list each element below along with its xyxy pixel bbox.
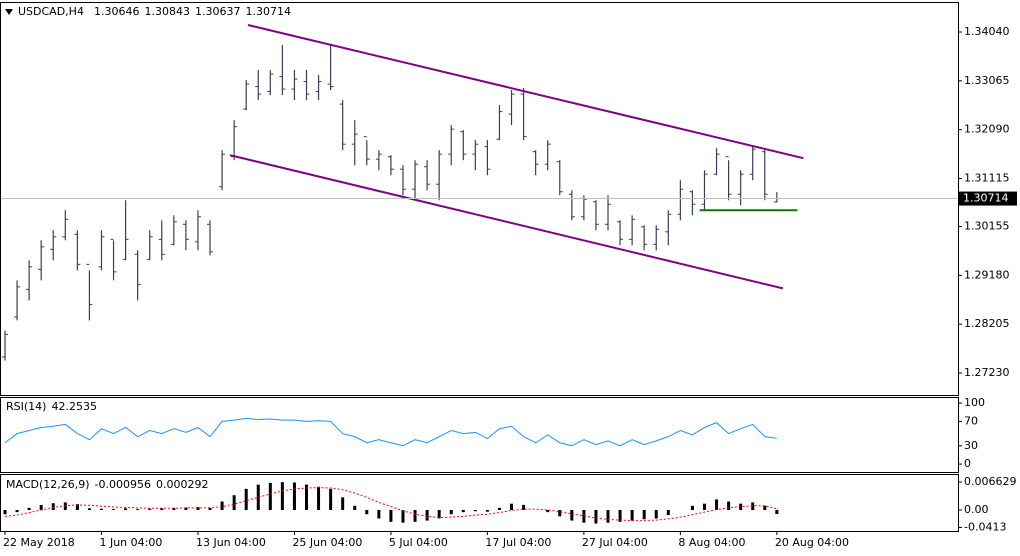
macd-pane xyxy=(0,474,959,532)
y-tick-label: 70 xyxy=(964,414,978,427)
x-tick-label: 20 Aug 04:00 xyxy=(775,536,849,549)
rsi-line xyxy=(4,417,777,447)
y-tick-label: 1.30155 xyxy=(964,220,1010,233)
y-tick-label: 1.34040 xyxy=(964,25,1010,38)
x-tick-label: 22 May 2018 xyxy=(3,536,75,549)
low-value: 1.30637 xyxy=(195,5,241,18)
y-tick-label: 1.33065 xyxy=(964,74,1010,87)
rsi-name: RSI(14) xyxy=(6,400,46,413)
y-tick-label: 1.31115 xyxy=(964,171,1010,184)
y-tick-label: 0 xyxy=(964,457,971,470)
macd-name: MACD(12,26,9) xyxy=(6,478,90,491)
x-tick-label: 13 Jun 04:00 xyxy=(196,536,266,549)
y-tick-label: 0.00 xyxy=(964,503,989,516)
x-tick-label: 27 Jul 04:00 xyxy=(582,536,648,549)
signal-line xyxy=(4,487,777,522)
y-tick-label: 100 xyxy=(964,396,985,409)
x-tick-label: 17 Jul 04:00 xyxy=(485,536,551,549)
y-tick-label: 1.29180 xyxy=(964,268,1010,281)
y-tick-label: -0.0413 xyxy=(964,520,1006,533)
last-price-box xyxy=(959,191,1017,206)
high-value: 1.30843 xyxy=(144,5,190,18)
rsi-value: 42.2535 xyxy=(51,400,97,413)
rsi-pane xyxy=(0,397,959,473)
x-tick-label: 5 Jul 04:00 xyxy=(389,536,448,549)
trend-line xyxy=(229,154,784,290)
y-tick-label: 30 xyxy=(964,439,978,452)
open-value: 1.30646 xyxy=(94,5,140,18)
menu-arrow[interactable] xyxy=(5,9,13,15)
x-tick-label: 25 Jun 04:00 xyxy=(292,536,362,549)
y-tick-label: 0.006629 xyxy=(964,475,1017,488)
last-price-label: 1.30714 xyxy=(963,192,1009,205)
macd-title: MACD(12,26,9) -0.000956 0.000292 xyxy=(6,478,209,491)
price-title: USDCAD,H4 1.30646 1.30843 1.30637 1.30714 xyxy=(18,5,291,18)
y-tick-label: 1.28205 xyxy=(964,317,1010,330)
symbol: USDCAD,H4 xyxy=(18,5,84,18)
x-tick-label: 8 Aug 04:00 xyxy=(678,536,745,549)
y-tick-label: 1.32090 xyxy=(964,123,1010,136)
x-tick-label: 1 Jun 04:00 xyxy=(99,536,162,549)
signal-value: 0.000292 xyxy=(156,478,209,491)
y-tick-label: 1.27230 xyxy=(964,366,1010,379)
close-value: 1.30714 xyxy=(245,5,291,18)
trend-line xyxy=(247,24,804,160)
price-pane xyxy=(0,2,959,396)
macd-value: -0.000956 xyxy=(95,478,151,491)
rsi-title: RSI(14) 42.2535 xyxy=(6,400,97,413)
